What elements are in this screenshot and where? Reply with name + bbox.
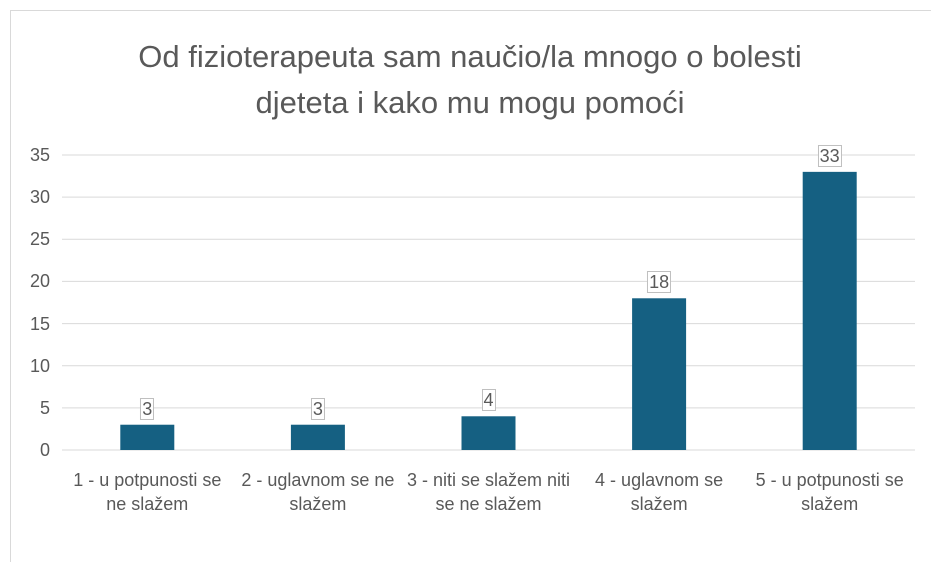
y-tick-label: 20 (29, 271, 50, 292)
bar (290, 424, 345, 450)
chart-frame (10, 10, 931, 562)
y-tick-label: 30 (29, 187, 50, 208)
x-tick-label: 2 - uglavnom se ne slažem (241, 470, 395, 514)
y-tick-label: 15 (29, 313, 50, 334)
bar (632, 298, 687, 450)
bar (120, 424, 175, 450)
x-tick-label: 1 - u potpunosti se ne slažem (73, 470, 222, 514)
data-label: 4 (481, 389, 496, 412)
y-tick-label: 5 (39, 397, 50, 418)
y-tick-label: 25 (29, 229, 50, 250)
y-tick-label: 10 (29, 355, 50, 376)
data-label: 18 (647, 271, 672, 294)
x-tick-label: 4 - uglavnom se slažem (595, 470, 724, 514)
data-label: 3 (310, 397, 325, 420)
bar (461, 416, 516, 450)
data-label: 33 (817, 144, 842, 167)
y-tick-label: 35 (29, 145, 50, 165)
bar (802, 171, 857, 450)
x-tick-label: 3 - niti se slažem niti se ne slažem (406, 470, 571, 514)
data-label: 3 (140, 397, 155, 420)
chart-title: Od fizioterapeuta sam naučio/la mnogo o … (138, 39, 802, 120)
y-tick-label: 0 (39, 440, 50, 460)
x-tick-label: 5 - u potpunosti se slažem (755, 470, 904, 514)
